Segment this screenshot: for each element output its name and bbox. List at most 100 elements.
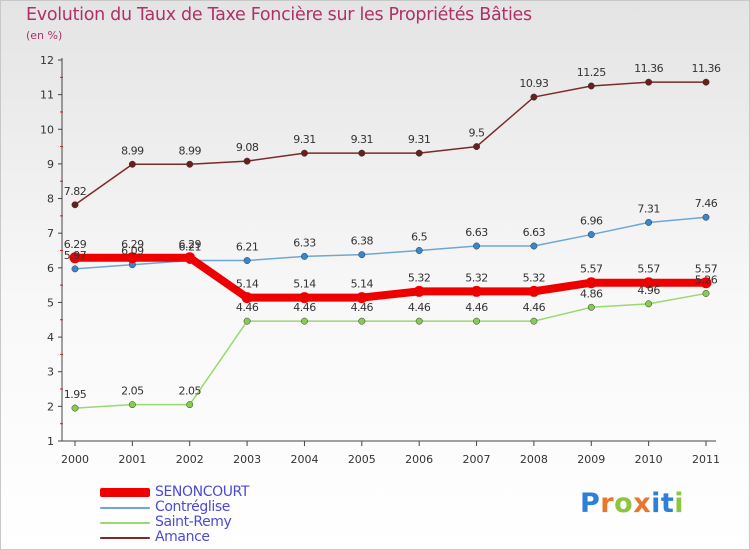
data-point-senoncourt (471, 285, 483, 297)
data-point-amance (71, 201, 79, 209)
data-point-senoncourt (298, 292, 310, 304)
data-label-amance: 11.36 (692, 62, 721, 75)
data-point-amance (530, 93, 538, 101)
data-label-amance: 8.99 (178, 144, 201, 157)
x-tick-label: 2005 (348, 453, 376, 466)
data-point-amance (645, 78, 653, 86)
data-label-amance: 11.25 (577, 66, 606, 79)
data-point-saint-remy (530, 317, 538, 325)
y-tick-label: 12 (40, 54, 54, 67)
data-label-amance: 9.5 (469, 127, 485, 140)
legend: SENONCOURT Contréglise Saint-Remy Amance (100, 484, 300, 545)
unit-label: (en %) (26, 29, 63, 42)
data-point-saint-remy (473, 317, 480, 325)
legend-item-amance: Amance (100, 529, 300, 545)
data-label-amance: 9.31 (351, 133, 374, 146)
data-label-saint-remy: 4.46 (236, 301, 259, 314)
series-line-amance (74, 81, 707, 206)
data-label-contr-glise: 6.21 (236, 241, 259, 254)
data-point-contr-glise (243, 257, 251, 264)
data-point-contr-glise (587, 231, 595, 239)
data-label-contr-glise: 6.09 (121, 245, 144, 258)
data-point-saint-remy (243, 317, 251, 325)
data-label-senoncourt: 6.29 (64, 238, 87, 251)
data-label-senoncourt: 6.29 (178, 238, 201, 251)
data-label-saint-remy: 4.46 (523, 301, 546, 314)
data-label-contr-glise: 6.38 (351, 235, 374, 248)
data-label-contr-glise: 6.63 (465, 226, 488, 239)
logo-letter: i (674, 488, 685, 519)
data-label-amance: 11.36 (634, 62, 663, 75)
x-tick-label: 2010 (635, 453, 663, 466)
legend-label-amance: Amance (155, 529, 210, 545)
data-label-contr-glise: 5.97 (64, 249, 87, 262)
data-point-contr-glise (415, 247, 423, 254)
series-line-saint-remy (74, 292, 707, 409)
data-label-senoncourt: 5.14 (293, 278, 316, 291)
data-label-senoncourt: 6.29 (121, 238, 144, 251)
data-point-saint-remy (71, 404, 79, 412)
y-tick-label: 3 (47, 366, 54, 379)
data-label-contr-glise: 6.33 (293, 236, 316, 249)
data-point-saint-remy (128, 401, 136, 409)
data-point-senoncourt (184, 252, 196, 264)
data-label-contr-glise: 6.21 (178, 241, 201, 254)
y-tick-label: 11 (40, 89, 54, 102)
legend-swatch-amance (100, 537, 150, 539)
logo-letter: r (600, 488, 615, 519)
chart-title: Evolution du Taux de Taxe Foncière sur l… (26, 5, 532, 25)
data-label-saint-remy: 4.86 (580, 287, 603, 300)
y-tick-label: 5 (47, 296, 54, 309)
data-point-saint-remy (186, 401, 194, 409)
data-point-senoncourt (413, 285, 425, 297)
data-point-amance (358, 149, 366, 157)
data-point-amance (587, 82, 595, 90)
logo-letter: x (633, 488, 652, 519)
x-tick-label: 2011 (692, 453, 720, 466)
data-label-saint-remy: 4.46 (293, 301, 316, 314)
x-tick-label: 2003 (233, 453, 261, 466)
data-point-contr-glise (645, 218, 653, 226)
data-label-amance: 9.31 (408, 133, 431, 146)
data-point-contr-glise (530, 242, 538, 250)
data-point-senoncourt (126, 252, 138, 264)
data-label-saint-remy: 4.46 (465, 301, 488, 314)
data-point-saint-remy (587, 303, 595, 311)
y-tick-label: 8 (47, 193, 54, 206)
data-point-amance (186, 160, 194, 168)
data-point-amance (301, 149, 308, 157)
y-tick-label: 4 (47, 331, 54, 344)
y-tick-label: 9 (47, 158, 54, 171)
data-label-saint-remy: 4.96 (637, 284, 660, 297)
proxiti-logo: Proxiti (580, 488, 684, 519)
data-label-contr-glise: 7.31 (637, 202, 660, 215)
data-label-amance: 10.93 (519, 77, 548, 90)
legend-swatch-senoncourt (100, 488, 150, 497)
data-label-senoncourt: 5.57 (695, 263, 718, 276)
data-label-contr-glise: 6.5 (411, 231, 427, 244)
data-label-senoncourt: 5.14 (236, 278, 259, 291)
data-label-contr-glise: 7.46 (695, 197, 718, 210)
data-point-senoncourt (356, 292, 368, 304)
legend-item-senoncourt: SENONCOURT (100, 484, 300, 500)
legend-item-saint-remy: Saint-Remy (100, 514, 300, 530)
legend-label-saint-remy: Saint-Remy (155, 514, 232, 530)
data-point-contr-glise (702, 213, 710, 221)
data-point-senoncourt (528, 285, 540, 297)
data-label-senoncourt: 5.32 (523, 271, 546, 284)
data-point-senoncourt (700, 277, 712, 289)
series-line-senoncourt (71, 253, 710, 302)
data-label-amance: 9.08 (236, 141, 259, 154)
x-tick-label: 2008 (520, 453, 548, 466)
data-label-senoncourt: 5.32 (408, 271, 431, 284)
data-point-amance (702, 78, 710, 86)
data-point-contr-glise (473, 242, 480, 250)
data-label-saint-remy: 4.46 (351, 301, 374, 314)
data-point-contr-glise (358, 251, 366, 259)
legend-swatch-contreglise (100, 507, 150, 509)
data-label-saint-remy: 2.05 (121, 385, 144, 398)
y-tick-label: 1 (47, 435, 54, 448)
data-point-amance (128, 160, 136, 168)
data-label-senoncourt: 5.32 (465, 271, 488, 284)
legend-label-senoncourt: SENONCOURT (155, 484, 250, 500)
